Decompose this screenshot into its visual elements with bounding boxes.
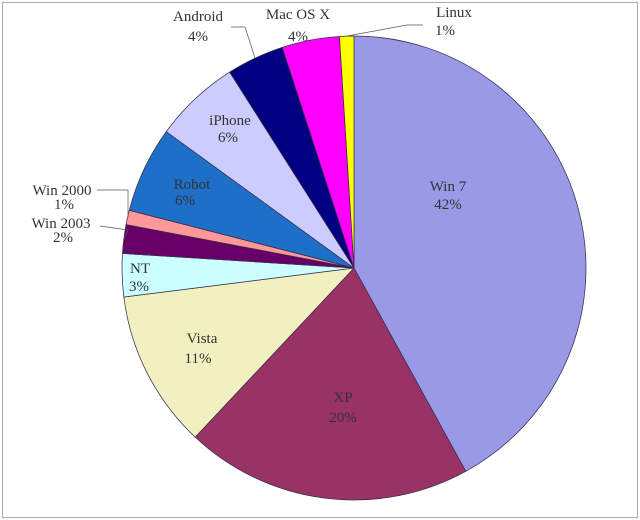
svg-text:1%: 1%	[435, 23, 455, 39]
svg-text:Android: Android	[173, 9, 223, 25]
svg-text:1%: 1%	[54, 197, 74, 213]
svg-text:42%: 42%	[434, 197, 462, 213]
svg-text:XP: XP	[333, 390, 352, 406]
svg-text:2%: 2%	[53, 230, 73, 246]
svg-text:Win 7: Win 7	[430, 179, 467, 195]
svg-text:Linux: Linux	[436, 5, 472, 21]
svg-text:iPhone: iPhone	[209, 113, 251, 129]
svg-text:3%: 3%	[129, 279, 149, 295]
svg-text:Vista: Vista	[187, 331, 218, 347]
svg-text:4%: 4%	[188, 29, 208, 45]
svg-text:11%: 11%	[185, 351, 212, 367]
svg-text:4%: 4%	[288, 29, 308, 45]
svg-text:NT: NT	[130, 261, 150, 277]
svg-text:Mac OS X: Mac OS X	[266, 7, 330, 23]
svg-text:Robot: Robot	[174, 177, 212, 193]
svg-text:20%: 20%	[329, 410, 357, 426]
svg-text:6%: 6%	[175, 193, 195, 209]
svg-text:6%: 6%	[218, 130, 238, 146]
